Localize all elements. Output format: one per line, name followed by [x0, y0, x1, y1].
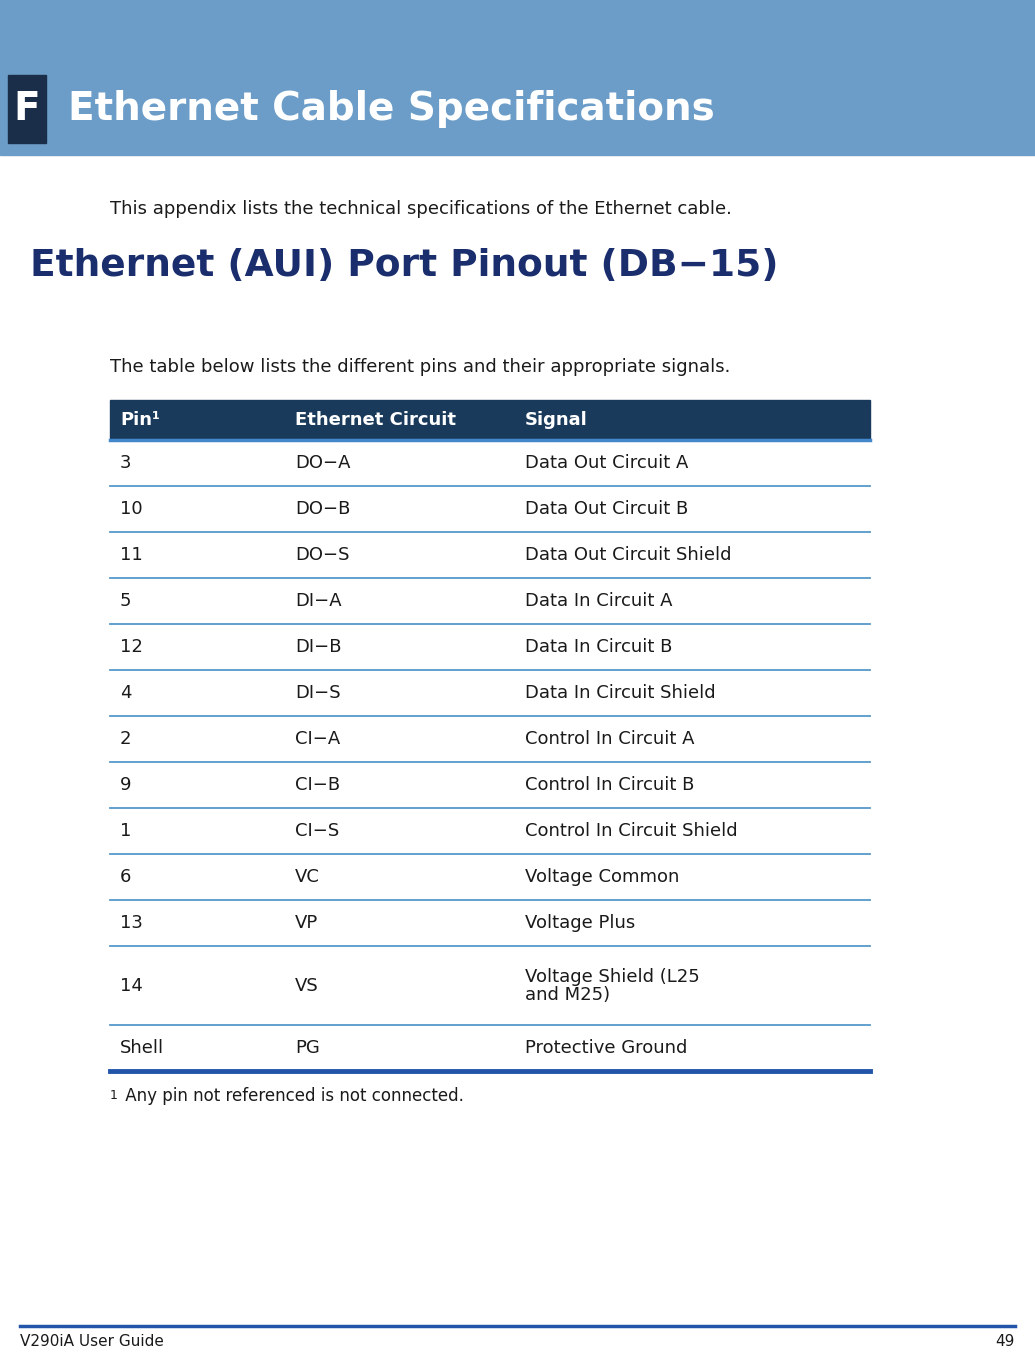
Text: 4: 4	[120, 685, 131, 702]
Text: CI−A: CI−A	[295, 731, 341, 748]
Text: CI−B: CI−B	[295, 777, 341, 794]
Text: 13: 13	[120, 915, 143, 932]
Text: VP: VP	[295, 915, 318, 932]
Text: Shell: Shell	[120, 1039, 165, 1057]
Text: F: F	[13, 91, 40, 129]
Bar	[110, 400, 870, 440]
Text: V290iA User Guide: V290iA User Guide	[20, 1334, 164, 1349]
Text: VS: VS	[295, 977, 319, 994]
Text: VC: VC	[295, 869, 320, 886]
Text: and M25): and M25)	[525, 985, 610, 1004]
Text: DO−B: DO−B	[295, 501, 351, 518]
Text: Ethernet Cable Specifications: Ethernet Cable Specifications	[68, 91, 715, 129]
Text: The table below lists the different pins and their appropriate signals.: The table below lists the different pins…	[110, 359, 731, 376]
Text: Any pin not referenced is not connected.: Any pin not referenced is not connected.	[120, 1086, 464, 1105]
Text: Signal: Signal	[525, 411, 588, 429]
Text: Pin¹: Pin¹	[120, 411, 159, 429]
Text: DI−A: DI−A	[295, 593, 342, 610]
Text: Control In Circuit Shield: Control In Circuit Shield	[525, 823, 738, 840]
Text: 12: 12	[120, 639, 143, 656]
Text: Data Out Circuit Shield: Data Out Circuit Shield	[525, 547, 732, 564]
Text: 11: 11	[120, 547, 143, 564]
Text: 3: 3	[120, 455, 131, 472]
Text: DI−S: DI−S	[295, 685, 341, 702]
Text: This appendix lists the technical specifications of the Ethernet cable.: This appendix lists the technical specif…	[110, 200, 732, 218]
Text: DO−S: DO−S	[295, 547, 350, 564]
Text: Control In Circuit A: Control In Circuit A	[525, 731, 694, 748]
Text: Protective Ground: Protective Ground	[525, 1039, 687, 1057]
Text: 1: 1	[110, 1089, 118, 1103]
Text: 14: 14	[120, 977, 143, 994]
Text: DO−A: DO−A	[295, 455, 351, 472]
Text: Data Out Circuit B: Data Out Circuit B	[525, 501, 688, 518]
Text: Voltage Common: Voltage Common	[525, 869, 679, 886]
Text: CI−S: CI−S	[295, 823, 339, 840]
Text: Data In Circuit Shield: Data In Circuit Shield	[525, 685, 715, 702]
Bar	[0, 0, 1035, 156]
Text: PG: PG	[295, 1039, 320, 1057]
Text: 10: 10	[120, 501, 143, 518]
Text: Voltage Shield (L25: Voltage Shield (L25	[525, 967, 700, 985]
Text: Voltage Plus: Voltage Plus	[525, 915, 635, 932]
Text: Control In Circuit B: Control In Circuit B	[525, 777, 694, 794]
Text: Data Out Circuit A: Data Out Circuit A	[525, 455, 688, 472]
Text: 6: 6	[120, 869, 131, 886]
Bar	[8, 74, 46, 143]
Text: Data In Circuit A: Data In Circuit A	[525, 593, 673, 610]
Text: Data In Circuit B: Data In Circuit B	[525, 639, 673, 656]
Text: Ethernet (AUI) Port Pinout (DB−15): Ethernet (AUI) Port Pinout (DB−15)	[30, 248, 778, 284]
Text: 9: 9	[120, 777, 131, 794]
Text: 49: 49	[996, 1334, 1015, 1349]
Text: 2: 2	[120, 731, 131, 748]
Text: DI−B: DI−B	[295, 639, 342, 656]
Text: 5: 5	[120, 593, 131, 610]
Text: 1: 1	[120, 823, 131, 840]
Text: Ethernet Circuit: Ethernet Circuit	[295, 411, 456, 429]
